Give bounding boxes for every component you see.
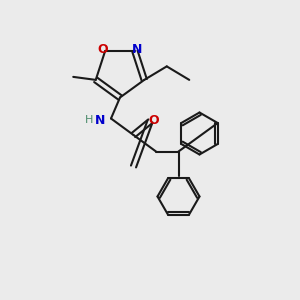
Text: O: O [97,44,108,56]
Text: N: N [95,113,106,127]
Text: N: N [132,44,142,56]
Text: H: H [85,115,94,125]
Text: O: O [148,113,159,127]
